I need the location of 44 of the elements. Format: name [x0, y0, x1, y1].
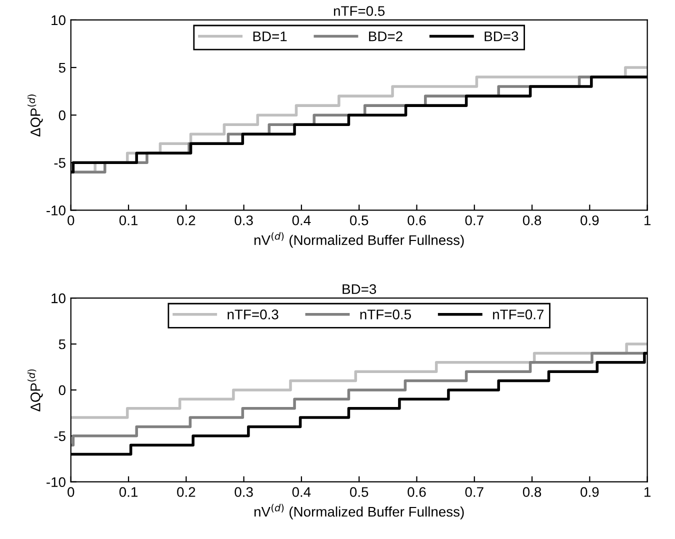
x-axis-title: nV$^{(d)}$ (Normalized Buffer Fullness)	[254, 232, 464, 248]
x-tick-label: 1	[644, 487, 651, 497]
y-tick-label: 5	[58, 62, 66, 73]
y-tick-label: -10	[46, 206, 66, 216]
chart-title: BD=3	[342, 284, 376, 294]
y-tick-label: 10	[52, 293, 66, 304]
x-tick-label: 0	[68, 487, 74, 497]
legend-label: BD=3	[484, 31, 518, 42]
x-tick-label: 0.9	[580, 215, 599, 226]
y-axis-title: ΔQP$^{(d)}$	[28, 369, 43, 412]
x-axis-title: nV$^{(d)}$ (Normalized Buffer Fullness)	[254, 504, 464, 520]
x-tick-label: 0.8	[522, 215, 542, 226]
x-tick-label: 0.3	[234, 215, 253, 226]
x-tick-label: 1	[644, 216, 651, 226]
y-tick-label: -10	[46, 477, 66, 488]
y-tick-label: 0	[58, 110, 66, 120]
y-tick-label: 5	[58, 339, 66, 350]
y-tick-label: -5	[54, 431, 66, 442]
legend-label: BD=2	[369, 31, 402, 42]
legend-label: nTF=0.7	[493, 310, 544, 320]
x-tick-label: 0.2	[177, 487, 196, 497]
x-tick-label: 0.6	[408, 215, 426, 226]
x-tick-label: 0.1	[119, 215, 138, 226]
x-tick-label: 0	[68, 215, 74, 226]
legend-label: nTF=0.5	[360, 310, 411, 320]
x-tick-label: 0.4	[292, 487, 311, 497]
x-tick-label: 0.4	[292, 215, 311, 226]
x-tick-label: 0.8	[522, 487, 542, 497]
y-tick-label: 10	[52, 15, 66, 26]
x-tick-label: 0.7	[465, 487, 484, 497]
x-tick-label: 0.1	[119, 487, 138, 497]
y-tick-label: -5	[54, 158, 66, 168]
x-tick-label: 0.2	[177, 215, 196, 226]
y-axis-title: ΔQP$^{(d)}$	[28, 94, 43, 137]
x-tick-label: 0.5	[350, 215, 368, 226]
y-tick-label: 0	[58, 385, 66, 396]
x-tick-label: 0.6	[408, 487, 426, 497]
x-tick-label: 0.5	[350, 487, 368, 497]
legend-label: BD=1	[253, 32, 287, 42]
legend-label: nTF=0.3	[228, 310, 278, 320]
x-tick-label: 0.3	[234, 487, 253, 497]
x-tick-label: 0.7	[465, 215, 484, 226]
x-tick-label: 0.9	[580, 487, 599, 497]
chart-title: nTF=0.5	[334, 6, 385, 16]
